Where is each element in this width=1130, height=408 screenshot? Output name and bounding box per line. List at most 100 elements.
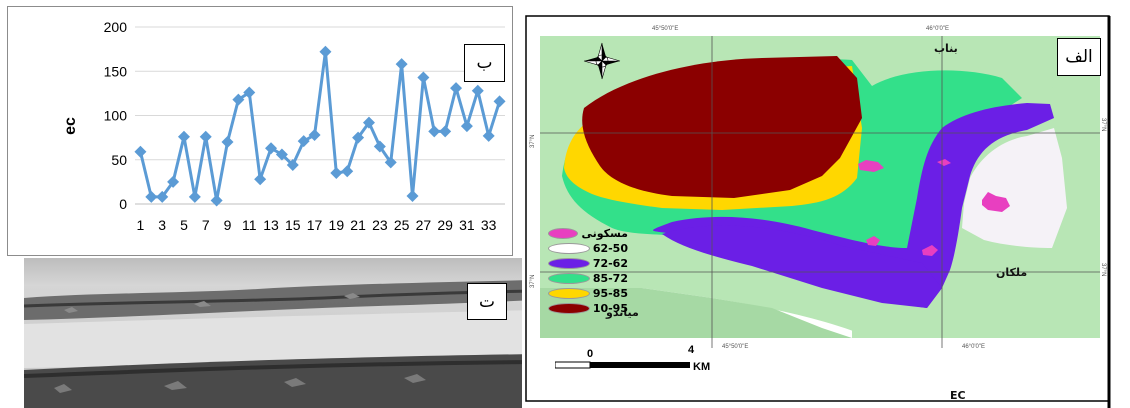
data-point-marker <box>330 167 343 180</box>
zone-62-50 <box>962 128 1067 248</box>
scale-unit-label: KM <box>693 361 711 373</box>
coord-left-2: 37°N <box>530 275 536 288</box>
data-point-marker <box>395 58 408 71</box>
x-tick-label: 7 <box>202 217 210 233</box>
legend-swatch-85-72 <box>548 273 590 284</box>
data-point-marker <box>199 130 212 143</box>
x-tick-label: 1 <box>137 217 145 233</box>
data-point-marker <box>177 130 190 143</box>
legend-swatch-72-62 <box>548 258 590 269</box>
legend-label: 10-95 <box>592 302 628 315</box>
ec-zoning-map: 45°50'0"E 46°0'0"E 45°50'0"E 46°0'0"E 37… <box>525 15 1111 408</box>
data-point-marker <box>232 93 245 106</box>
coord-bottom-1: 45°50'0"E <box>722 344 748 350</box>
place-name-miandoab: مياندو <box>605 306 639 319</box>
chart-panel: 0 50 100 150 200 1 3 5 7 9 11 13 15 17 19 21 23 25 27 29 31 3… <box>7 6 513 256</box>
data-point-marker <box>373 140 386 153</box>
zone-residential-4 <box>922 245 938 256</box>
coord-right-2: 37°N <box>1100 263 1106 276</box>
x-tick-label: 33 <box>481 217 497 233</box>
map-caption: EC <box>950 389 966 402</box>
scale-bar: 0 4 KM <box>555 344 710 378</box>
x-tick-label: 31 <box>459 217 475 233</box>
compass-rose-icon <box>583 42 621 80</box>
data-point-marker <box>406 190 419 203</box>
data-point-marker <box>352 131 365 144</box>
legend-label: 62-50 <box>592 242 628 255</box>
x-tick-label: 21 <box>350 217 366 233</box>
legend-item: 10-95 <box>548 301 628 316</box>
y-tick-label: 200 <box>104 19 128 35</box>
zone-residential-3 <box>866 236 880 246</box>
coord-top-2: 46°0'0"E <box>926 26 949 32</box>
x-tick-label: 3 <box>158 217 166 233</box>
legend-label: مسکونی <box>581 227 628 240</box>
data-point-marker <box>341 165 354 178</box>
data-point-marker <box>297 135 310 148</box>
x-tick-label: 23 <box>372 217 388 233</box>
x-tick-label: 25 <box>394 217 410 233</box>
y-tick-label: 0 <box>119 196 127 212</box>
legend-swatch-10-95 <box>548 303 590 314</box>
y-tick-label: 50 <box>111 152 127 168</box>
data-point-marker <box>286 159 299 172</box>
data-point-marker <box>156 190 169 203</box>
data-point-marker <box>460 120 473 133</box>
data-point-marker <box>210 194 223 207</box>
x-tick-label: 13 <box>263 217 279 233</box>
data-point-marker <box>493 95 506 108</box>
panel-label-alef: الف <box>1057 38 1101 76</box>
data-point-marker <box>362 116 375 129</box>
soil-photo <box>24 258 535 408</box>
legend-item: 85-72 <box>548 271 628 286</box>
legend-swatch-residential <box>548 228 579 239</box>
data-point-marker <box>428 125 441 138</box>
data-point-marker <box>319 45 332 58</box>
data-point-marker <box>221 136 234 149</box>
data-point-marker <box>188 190 201 203</box>
photo-panel: ت <box>24 258 535 408</box>
legend-item: 62-50 <box>548 241 628 256</box>
legend-item: 95-85 <box>548 286 628 301</box>
panel-label-b: ب <box>464 44 505 82</box>
map-panel: 45°50'0"E 46°0'0"E 45°50'0"E 46°0'0"E 37… <box>522 8 1122 408</box>
chart-series <box>134 45 506 207</box>
x-tick-label: 15 <box>285 217 301 233</box>
x-tick-label: 5 <box>180 217 188 233</box>
data-point-marker <box>482 129 495 142</box>
place-name-bonab: بناب <box>934 42 958 55</box>
x-tick-label: 17 <box>307 217 323 233</box>
chart-gridlines <box>135 26 505 205</box>
data-point-marker <box>439 125 452 138</box>
data-point-marker <box>145 190 158 203</box>
legend-label: 72-62 <box>592 257 628 270</box>
coord-left-1: 37°N <box>530 135 536 148</box>
data-point-marker <box>384 156 397 169</box>
data-point-marker <box>450 82 463 95</box>
data-point-marker <box>243 86 256 99</box>
coord-bottom-2: 46°0'0"E <box>962 344 985 350</box>
scale-bar-graphic <box>555 361 690 369</box>
data-point-marker <box>265 142 278 155</box>
data-point-marker <box>471 84 484 97</box>
panel-label-t: ت <box>467 283 507 320</box>
zone-residential-2 <box>982 192 1010 212</box>
data-point-marker <box>275 148 288 161</box>
legend-swatch-95-85 <box>548 288 590 299</box>
zone-10-95 <box>582 56 862 198</box>
scale-end-label: 4 <box>688 344 695 356</box>
legend-label: 95-85 <box>592 287 628 300</box>
x-tick-label: 19 <box>329 217 345 233</box>
coord-right-1: 37°N <box>1100 118 1106 131</box>
data-point-marker <box>134 145 147 158</box>
x-tick-label: 27 <box>416 217 432 233</box>
y-tick-label: 100 <box>104 108 128 124</box>
data-point-marker <box>254 173 267 186</box>
coord-top-1: 45°50'0"E <box>652 26 678 32</box>
place-name-malekan: ملکان <box>996 266 1027 279</box>
zone-residential-1 <box>858 160 884 172</box>
scale-start-label: 0 <box>587 348 594 360</box>
x-tick-label: 9 <box>224 217 232 233</box>
